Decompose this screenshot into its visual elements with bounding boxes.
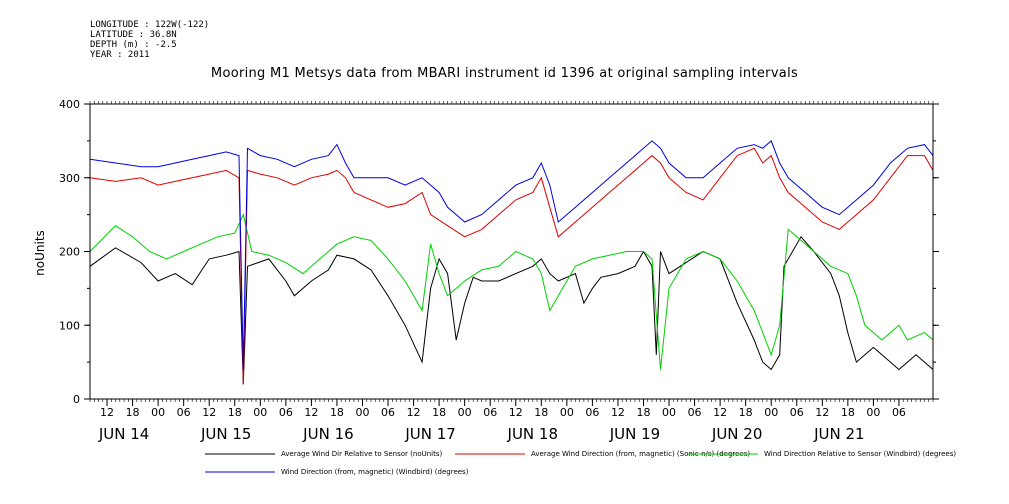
x-tick-label: 06 <box>279 406 293 419</box>
y-tick-label: 400 <box>59 98 80 111</box>
x-tick-label: 00 <box>458 406 472 419</box>
year-text: YEAR : 2011 <box>90 50 150 60</box>
x-tick-label: 18 <box>534 406 548 419</box>
x-tick-label: 12 <box>611 406 625 419</box>
x-tick-label: 12 <box>202 406 216 419</box>
x-day-label: JUN 19 <box>609 425 660 443</box>
x-tick-label: 06 <box>790 406 804 419</box>
x-day-label: JUN 16 <box>302 425 353 443</box>
x-tick-label: 06 <box>483 406 497 419</box>
metadata-block: LONGITUDE : 122W(-122) LATITUDE : 36.8N … <box>90 20 209 60</box>
depth-text: DEPTH (m) : -2.5 <box>90 40 177 50</box>
x-day-label: JUN 20 <box>711 425 762 443</box>
x-tick-label: 18 <box>739 406 753 419</box>
x-day-label: JUN 15 <box>200 425 251 443</box>
latitude-text: LATITUDE : 36.8N <box>90 30 177 40</box>
x-tick-label: 18 <box>126 406 140 419</box>
axes-group: 0 100 200 300 400 12 18 00 06 12 18 00 06 12 18 00 06 12 1… <box>59 98 939 443</box>
x-tick-label: 18 <box>841 406 855 419</box>
x-tick-label: 00 <box>560 406 574 419</box>
series-line-2 <box>89 147 934 385</box>
x-tick-label: 18 <box>432 406 446 419</box>
x-tick-label: 12 <box>100 406 114 419</box>
x-tick-label: 18 <box>228 406 242 419</box>
legend-label: Average Wind Direction (from, magnetic) … <box>531 450 750 458</box>
x-tick-label: 06 <box>381 406 395 419</box>
series-line-3 <box>89 213 934 370</box>
x-tick-label: 00 <box>764 406 778 419</box>
plot-frame <box>89 103 934 400</box>
x-tick-label: 00 <box>253 406 267 419</box>
x-day-label: JUN 14 <box>98 425 149 443</box>
x-tick-label: 06 <box>177 406 191 419</box>
x-tick-label: 00 <box>662 406 676 419</box>
y-tick-label: 200 <box>59 246 80 259</box>
x-tick-label: 12 <box>815 406 829 419</box>
legend-label: Wind Direction Relative to Sensor (Windb… <box>764 450 956 458</box>
legend-label: Wind Direction (from, magnetic) (Windbir… <box>281 468 469 476</box>
x-tick-label: 00 <box>355 406 369 419</box>
x-tick-label: 00 <box>151 406 165 419</box>
series-group <box>89 140 934 385</box>
x-tick-label: 06 <box>892 406 906 419</box>
legend: Average Wind Dir Relative to Sensor (noU… <box>205 450 956 476</box>
y-tick-label: 300 <box>59 172 80 185</box>
x-day-label: JUN 18 <box>507 425 558 443</box>
series-line-1 <box>89 235 934 385</box>
y-tick-label: 0 <box>73 393 80 406</box>
x-day-label: JUN 17 <box>404 425 455 443</box>
x-tick-label: 18 <box>330 406 344 419</box>
y-tick-label: 100 <box>59 319 80 332</box>
x-tick-label: 12 <box>304 406 318 419</box>
x-day-label: JUN 21 <box>813 425 864 443</box>
x-tick-label: 06 <box>585 406 599 419</box>
chart-title: Mooring M1 Metsys data from MBARI instru… <box>210 66 799 81</box>
series-line-4 <box>89 140 934 370</box>
x-tick-label: 18 <box>636 406 650 419</box>
x-tick-label: 06 <box>688 406 702 419</box>
x-tick-label: 00 <box>866 406 880 419</box>
x-tick-label: 12 <box>509 406 523 419</box>
longitude-text: LONGITUDE : 122W(-122) <box>90 20 210 30</box>
legend-label: Average Wind Dir Relative to Sensor (noU… <box>281 450 442 458</box>
y-axis-label: noUnits <box>33 230 47 276</box>
x-tick-label: 12 <box>713 406 727 419</box>
x-tick-label: 12 <box>407 406 421 419</box>
